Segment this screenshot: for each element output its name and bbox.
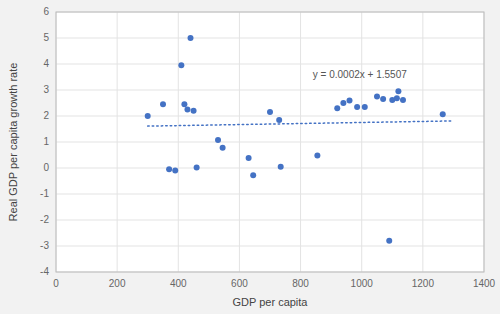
x-grid-line <box>178 12 179 272</box>
trendline <box>148 121 454 126</box>
scatter-point <box>346 97 352 103</box>
y-grid-line <box>56 220 484 221</box>
scatter-point <box>220 145 226 151</box>
chart: -4 -3 -2 -1 0 1 2 3 4 5 6 0 200 400 600 800 1000 1200 1400… <box>0 0 500 314</box>
x-grid-line <box>422 12 423 272</box>
x-tick-label: 200 <box>109 278 126 289</box>
scatter-point <box>145 113 151 119</box>
x-tick-label: 1200 <box>412 278 435 289</box>
y-tick-label: 3 <box>43 84 49 95</box>
scatter-point <box>246 155 252 161</box>
scatter-point <box>250 172 256 178</box>
y-grid-line <box>56 116 484 117</box>
scatter-point <box>380 96 386 102</box>
scatter-point <box>194 164 200 170</box>
y-tick-label: 6 <box>43 6 49 17</box>
scatter-point <box>340 100 346 106</box>
y-tick-label: 4 <box>43 58 49 69</box>
scatter-point <box>172 168 178 174</box>
equation-label: y = 0.0002x + 1.5507 <box>313 69 407 80</box>
y-grid-line <box>56 168 484 169</box>
y-tick-label: -1 <box>40 188 49 199</box>
x-grid-line <box>361 12 362 272</box>
scatter-point <box>314 153 320 159</box>
scatter-point <box>276 117 282 123</box>
scatter-point <box>400 97 406 103</box>
scatter-point <box>188 35 194 41</box>
x-axis-label: GDP per capita <box>232 296 308 308</box>
x-grid-line <box>117 12 118 272</box>
scatter-point <box>181 101 187 107</box>
scatter-point <box>178 62 184 68</box>
scatter-point <box>354 104 360 110</box>
y-tick-label: -3 <box>40 240 49 251</box>
background <box>0 0 500 314</box>
scatter-point <box>386 238 392 244</box>
y-tick-label: -4 <box>40 266 49 277</box>
y-tick-label: -2 <box>40 214 49 225</box>
y-grid-line <box>56 64 484 65</box>
x-tick-label: 800 <box>292 278 309 289</box>
x-tick-label: 400 <box>170 278 187 289</box>
scatter-point <box>215 137 221 143</box>
x-tick-label: 600 <box>231 278 248 289</box>
scatter-point <box>267 109 273 115</box>
plot-frame <box>56 12 484 272</box>
scatter-point <box>278 164 284 170</box>
scatter-point <box>184 107 190 113</box>
y-tick-label: 0 <box>43 162 49 173</box>
y-grid-line <box>56 246 484 247</box>
y-grid-line <box>56 142 484 143</box>
scatter-point <box>334 105 340 111</box>
scatter-point <box>395 88 401 94</box>
y-tick-label: 2 <box>43 110 49 121</box>
marks <box>145 35 454 244</box>
scatter-point <box>394 95 400 101</box>
x-grid-line <box>239 12 240 272</box>
scatter-point <box>374 94 380 100</box>
y-grid-line <box>56 38 484 39</box>
scatter-point <box>362 104 368 110</box>
grid <box>56 12 484 272</box>
x-tick-label: 0 <box>53 278 59 289</box>
x-grid-line <box>300 12 301 272</box>
y-grid-line <box>56 90 484 91</box>
plot-area <box>56 12 484 272</box>
y-tick-label: 1 <box>43 136 49 147</box>
x-tick-label: 1000 <box>351 278 374 289</box>
x-tick-label: 1400 <box>473 278 496 289</box>
y-tick-label: 5 <box>43 32 49 43</box>
scatter-point <box>166 166 172 172</box>
scatter-point <box>440 111 446 117</box>
y-grid-line <box>56 194 484 195</box>
scatter-point <box>191 108 197 114</box>
scatter-point <box>160 101 166 107</box>
y-axis-label: Real GDP per capita growth rate <box>7 63 19 222</box>
